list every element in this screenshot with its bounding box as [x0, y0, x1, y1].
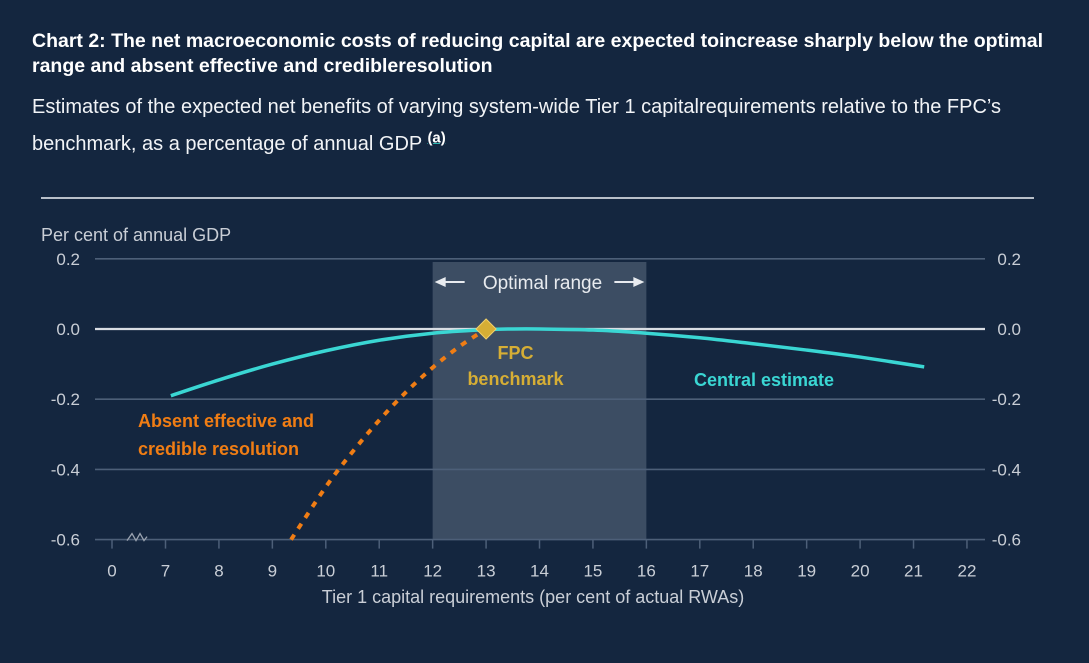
y-tick-label-left: -0.2	[51, 390, 80, 409]
y-tick-label-right: -0.6	[992, 531, 1021, 550]
x-tick-label: 10	[316, 562, 335, 581]
x-tick-label: 11	[370, 562, 388, 581]
footnote-link[interactable]: (a)	[427, 129, 446, 147]
x-tick-label: 15	[583, 562, 602, 581]
y-tick-label-left: 0.2	[56, 250, 80, 269]
y-tick-label-left: -0.6	[51, 531, 80, 550]
x-tick-label: 17	[690, 562, 709, 581]
optimal-range-annotation: Optimal range	[434, 273, 645, 294]
x-tick-label: 14	[530, 562, 549, 581]
x-tick-label: 20	[851, 562, 870, 581]
y-tick-label-right: 0.2	[997, 250, 1021, 269]
y-tick-label-left: 0.0	[56, 320, 80, 339]
chart-subtitle: Estimates of the expected net benefits o…	[32, 89, 1072, 163]
central-estimate-line	[170, 327, 925, 398]
y-tick-label-left: -0.4	[51, 460, 80, 479]
x-tick-label: 12	[423, 562, 442, 581]
arrow-left-icon	[434, 277, 446, 287]
x-tick-label: 21	[904, 562, 923, 581]
y-tick-label-right: -0.4	[992, 460, 1021, 479]
fpc-benchmark-marker	[475, 318, 497, 340]
axis-break-icon	[126, 532, 148, 542]
x-tick-label: 9	[268, 562, 277, 581]
x-tick-label: 19	[797, 562, 816, 581]
chart-subtitle-text: Estimates of the expected net benefits o…	[32, 96, 1001, 155]
fpc-benchmark-label-line1: FPC	[497, 343, 533, 363]
y-tick-label-right: 0.0	[997, 320, 1021, 339]
absent-resolution-label-line2: credible resolution	[138, 439, 299, 459]
y-axis-title: Per cent of annual GDP	[41, 225, 231, 245]
x-axis-title: Tier 1 capital requirements (per cent of…	[322, 587, 745, 607]
chart-title: Chart 2: The net macroeconomic costs of …	[32, 30, 1044, 77]
central-estimate-label: Central estimate	[694, 370, 834, 390]
x-tick-label: 8	[214, 562, 223, 581]
x-tick-label: 13	[477, 562, 496, 581]
y-tick-label-right: -0.2	[992, 390, 1021, 409]
optimal-range-shade	[432, 262, 647, 540]
x-tick-label: 22	[957, 562, 976, 581]
x-tick-label: 7	[161, 562, 170, 581]
arrow-right-icon	[633, 277, 645, 287]
x-tick-label: 16	[637, 562, 656, 581]
fpc-benchmark-label-line2: benchmark	[467, 369, 564, 389]
x-tick-label: 18	[744, 562, 763, 581]
optimal-range-label: Optimal range	[483, 273, 602, 294]
absent-resolution-label-line1: Absent effective and	[138, 411, 314, 431]
x-tick-label: 0	[107, 562, 116, 581]
absent-resolution-line	[289, 327, 488, 541]
